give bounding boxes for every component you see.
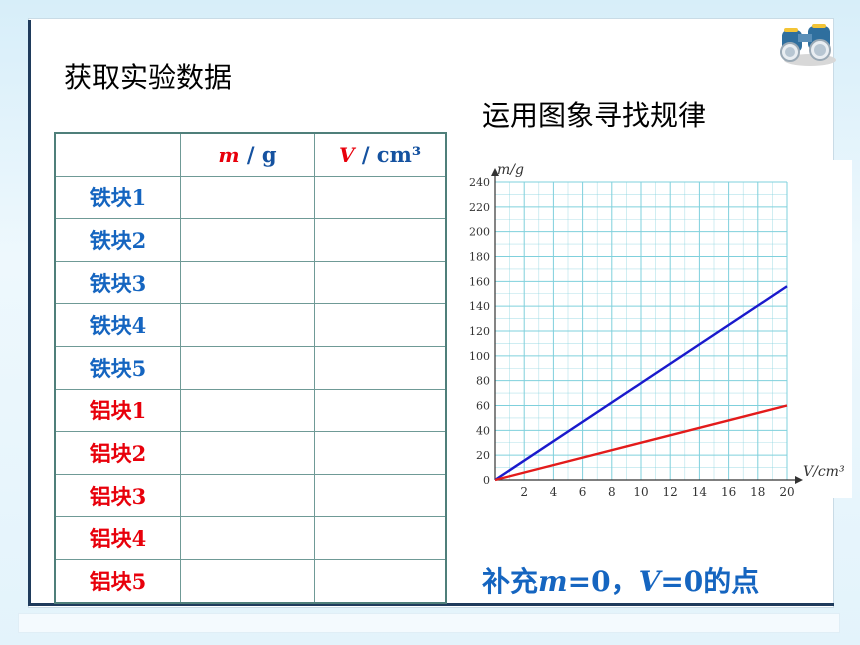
table-row: 铁块3 <box>54 260 447 305</box>
y-tick-label: 20 <box>476 449 490 462</box>
volume-cell <box>314 516 447 560</box>
mass-cell <box>180 473 315 518</box>
table-row: 铁块2 <box>54 218 447 262</box>
volume-symbol: V <box>338 143 355 168</box>
mass-cell <box>180 558 315 604</box>
volume-cell <box>314 345 447 390</box>
bottom-strip <box>18 613 840 633</box>
mass-cell <box>180 218 315 262</box>
footnote: 补充m=0，V=0的点 <box>482 560 759 600</box>
x-tick-label: 20 <box>779 485 794 498</box>
mass-unit: / g <box>246 142 277 168</box>
table-row: 铝块1 <box>54 388 447 433</box>
footnote-text-1: 补充 <box>482 565 539 598</box>
footnote-mass-symbol: m <box>538 565 568 598</box>
mass-cell <box>180 345 315 390</box>
tick-labels: 0 20 40 60 80 100 120 140 160 180 200 220 240 2 4 6 8 10 1… <box>469 176 795 498</box>
series-line-2 <box>494 404 788 482</box>
y-tick-label: 240 <box>469 176 490 189</box>
y-tick-label: 0 <box>483 474 490 487</box>
row-label: 铁块1 <box>54 175 181 220</box>
row-label: 铝块1 <box>54 388 181 433</box>
row-label: 铝块5 <box>54 558 181 604</box>
row-label: 铝块3 <box>54 473 181 518</box>
y-axis-label: m/g <box>497 162 524 178</box>
series-lines <box>494 285 788 482</box>
y-tick-label: 120 <box>469 325 490 338</box>
volume-cell <box>314 388 447 433</box>
row-label: 铝块4 <box>54 516 181 560</box>
table-header-mass: m / g <box>180 132 315 177</box>
table-header-volume: V / cm³ <box>314 132 447 177</box>
volume-cell <box>314 431 447 475</box>
row-label: 铁块2 <box>54 218 181 262</box>
panel-left-border <box>28 20 31 606</box>
y-axis-arrow <box>491 168 499 176</box>
chart-axes <box>491 168 803 484</box>
mass-cell <box>180 260 315 305</box>
table-row: 铝块2 <box>54 431 447 475</box>
x-tick-label: 6 <box>579 485 587 498</box>
mass-cell <box>180 303 315 347</box>
table-row: 铁块5 <box>54 345 447 390</box>
x-tick-label: 8 <box>608 485 616 498</box>
table-row: 铝块3 <box>54 473 447 518</box>
mass-cell <box>180 516 315 560</box>
volume-unit: / cm³ <box>361 142 422 168</box>
volume-cell <box>314 175 447 220</box>
y-tick-label: 200 <box>469 226 490 239</box>
table-header-blank <box>54 132 181 177</box>
row-label: 铁块5 <box>54 345 181 390</box>
y-tick-label: 140 <box>469 300 490 313</box>
y-tick-label: 180 <box>469 251 490 264</box>
volume-cell <box>314 303 447 347</box>
y-tick-label: 220 <box>469 201 490 214</box>
y-tick-label: 80 <box>476 375 490 388</box>
series-line-1 <box>494 285 788 481</box>
table-header-row: m / g V / cm³ <box>54 132 447 177</box>
y-tick-label: 40 <box>476 424 490 437</box>
table-row: 铝块4 <box>54 516 447 560</box>
volume-cell <box>314 558 447 604</box>
chart-heading: 运用图象寻找规律 <box>482 99 707 132</box>
y-tick-label: 60 <box>476 400 490 413</box>
mass-cell <box>180 175 315 220</box>
x-axis-arrow <box>795 476 803 484</box>
footnote-text-3: =0的点 <box>660 565 760 598</box>
x-tick-label: 16 <box>721 485 736 498</box>
volume-cell <box>314 473 447 518</box>
binoculars-icon <box>780 24 836 66</box>
mass-cell <box>180 388 315 433</box>
page-title: 获取实验数据 <box>64 61 233 94</box>
row-label: 铝块2 <box>54 431 181 475</box>
x-tick-label: 12 <box>663 485 678 498</box>
x-axis-label: V/cm³ <box>803 464 845 480</box>
y-tick-label: 160 <box>469 275 490 288</box>
table-row: 铁块4 <box>54 303 447 347</box>
mass-cell <box>180 431 315 475</box>
panel-bottom-border <box>28 603 834 606</box>
x-tick-label: 14 <box>692 485 708 498</box>
table-row: 铁块1 <box>54 175 447 220</box>
data-table: m / g V / cm³ 铁块1 铁块2 铁块3 铁块4 铁块5 铝块1 <box>54 132 447 604</box>
footnote-volume-symbol: V <box>638 565 661 598</box>
volume-cell <box>314 260 447 305</box>
x-tick-label: 2 <box>520 485 528 498</box>
footnote-text-2: =0， <box>567 565 639 598</box>
table-row: 铝块5 <box>54 558 447 604</box>
x-tick-label: 18 <box>750 485 765 498</box>
y-tick-label: 100 <box>469 350 490 363</box>
volume-cell <box>314 218 447 262</box>
mass-volume-chart: 0 20 40 60 80 100 120 140 160 180 200 220 240 2 4 6 8 10 1… <box>469 162 845 498</box>
x-tick-label: 4 <box>550 485 558 498</box>
row-label: 铁块3 <box>54 260 181 305</box>
x-tick-label: 10 <box>633 485 648 498</box>
row-label: 铁块4 <box>54 303 181 347</box>
mass-symbol: m <box>218 143 240 168</box>
